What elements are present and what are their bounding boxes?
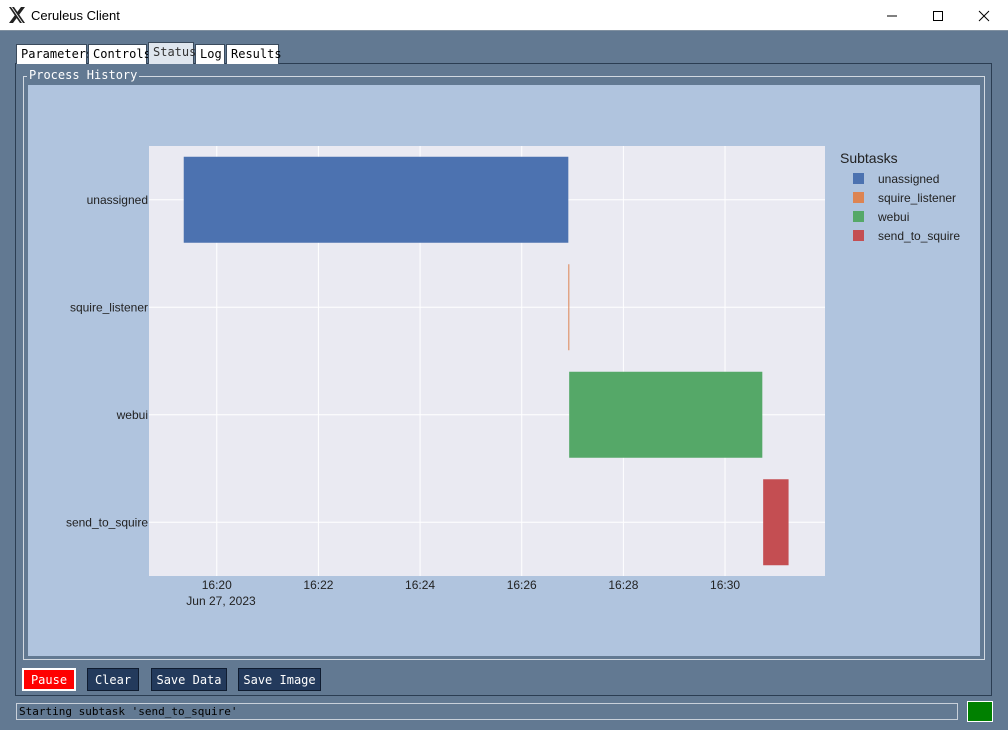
minimize-icon — [887, 15, 897, 16]
tab-results[interactable]: Results — [226, 44, 282, 64]
legend-item-webui: webui — [877, 210, 909, 224]
process-history-frame — [23, 76, 985, 660]
legend-item-unassigned: unassigned — [878, 172, 939, 186]
close-button[interactable] — [961, 0, 1007, 31]
close-icon — [978, 10, 990, 21]
legend-item-send_to_squire: send_to_squire — [878, 229, 960, 243]
legend-swatch-send_to_squire — [853, 230, 864, 241]
clear-button[interactable]: Clear — [87, 668, 139, 691]
x-date-label: Jun 27, 2023 — [186, 594, 256, 608]
save-data-button[interactable]: Save Data — [151, 668, 227, 691]
tab-parameters[interactable]: Parameters — [16, 44, 93, 64]
title-bar: Ceruleus Client — [0, 0, 1008, 31]
status-message: Starting subtask 'send_to_squire' — [16, 703, 958, 720]
maximize-icon — [933, 10, 943, 21]
x11-icon — [9, 7, 25, 23]
minimize-button[interactable] — [869, 0, 915, 31]
legend-swatch-unassigned — [853, 173, 864, 184]
process-history-label: Process History — [27, 68, 140, 82]
y-tick-label: unassigned — [87, 193, 148, 207]
bar-send_to_squire — [763, 479, 789, 566]
bar-squire_listener — [568, 264, 570, 351]
x-tick-label: 16:22 — [303, 578, 333, 592]
y-tick-label: send_to_squire — [66, 515, 148, 529]
pause-button[interactable]: Pause — [22, 668, 76, 691]
save-image-button[interactable]: Save Image — [238, 668, 321, 691]
tab-log[interactable]: Log — [195, 44, 225, 64]
x-tick-label: 16:26 — [507, 578, 537, 592]
x-tick-label: 16:28 — [608, 578, 638, 592]
x-axis-ticks: 16:20 16:22 16:24 16:26 16:28 16:30 — [202, 578, 741, 592]
x-tick-label: 16:30 — [710, 578, 740, 592]
tab-controls[interactable]: Controls — [88, 44, 151, 64]
task-bars — [183, 156, 789, 566]
legend-item-squire_listener: squire_listener — [878, 191, 956, 205]
x-tick-label: 16:20 — [202, 578, 232, 592]
bar-webui — [569, 371, 763, 458]
y-tick-label: webui — [116, 408, 148, 422]
legend-swatch-webui — [853, 211, 864, 222]
bar-unassigned — [183, 156, 569, 243]
y-tick-label: squire_listener — [70, 300, 148, 314]
tab-status[interactable]: Status — [148, 42, 196, 64]
window-title: Ceruleus Client — [31, 8, 120, 23]
legend-title: Subtasks — [840, 150, 898, 166]
maximize-button[interactable] — [915, 0, 961, 31]
x-tick-label: 16:24 — [405, 578, 435, 592]
legend-swatch-squire_listener — [853, 192, 864, 203]
status-indicator — [967, 701, 993, 722]
